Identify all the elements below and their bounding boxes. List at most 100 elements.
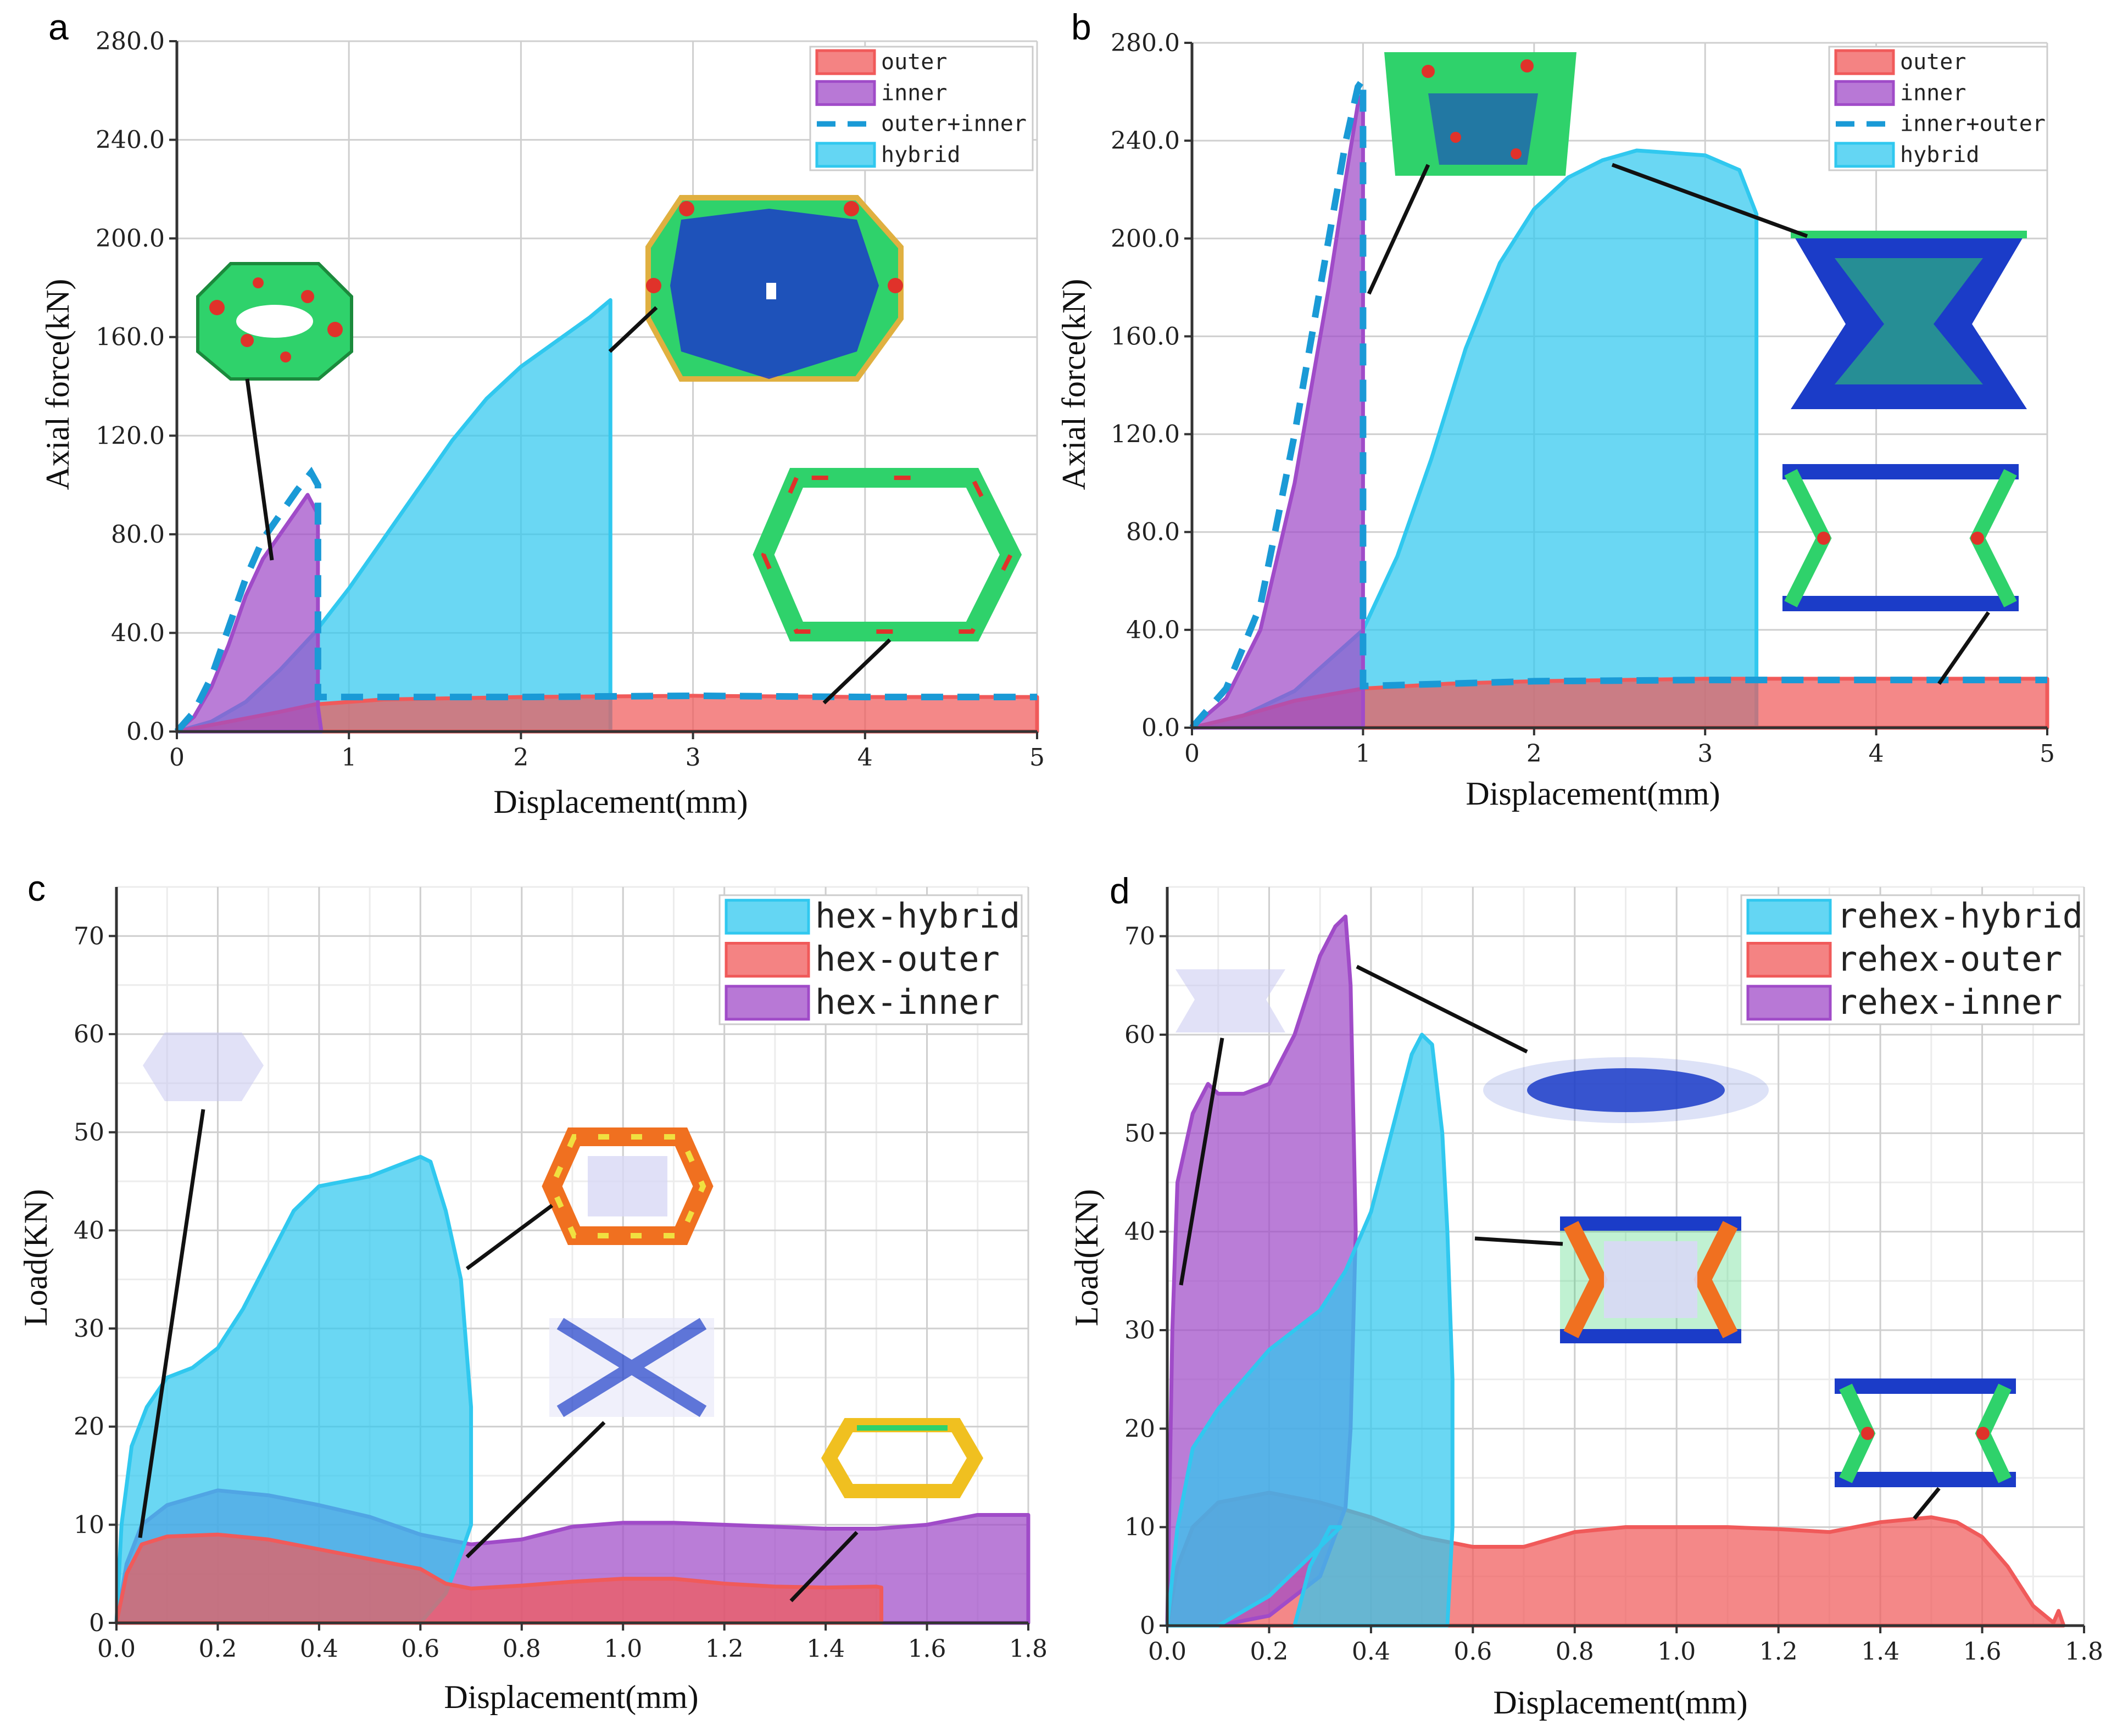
series-area-inner xyxy=(1190,90,1365,730)
y-tick-label: 60 xyxy=(1124,1021,1155,1049)
legend-label: inner xyxy=(1900,80,1966,105)
x-tick-label: 0.6 xyxy=(401,1635,439,1663)
legend-label: outer xyxy=(1900,49,1966,75)
y-tick-label: 120.0 xyxy=(1111,421,1180,449)
y-axis-label: Axial force(kN) xyxy=(1056,279,1092,490)
fem-inset-c-hybrid xyxy=(542,1127,714,1245)
panel-c-chart: 0.0 0.2 0.4 0.6 0.8 1.0 1.2 1.4 1.6 1.8 0 10 20 30 40 5… xyxy=(18,886,1048,1715)
x-tick-label: 1.4 xyxy=(1861,1638,1899,1666)
x-tick-label: 1.8 xyxy=(2065,1638,2103,1666)
callout-line xyxy=(1179,1037,1224,1286)
y-tick-label: 0.0 xyxy=(126,718,165,746)
x-tick-label: 0.2 xyxy=(198,1635,237,1663)
legend-label: hex-inner xyxy=(815,982,1000,1022)
legend-swatch xyxy=(815,49,876,75)
y-tick-label: 160.0 xyxy=(96,323,165,351)
x-tick-label: 0 xyxy=(169,744,185,772)
x-tick-label: 1.4 xyxy=(806,1635,845,1663)
y-tick-label: 50 xyxy=(74,1119,104,1147)
y-axis-label: Load(KN) xyxy=(18,1189,54,1326)
panel-d-chart: 0.0 0.2 0.4 0.6 0.8 1.0 1.2 1.4 1.6 1.8 0 10 20 30 40 5… xyxy=(1068,886,2103,1721)
x-axis-label: Displacement(mm) xyxy=(1493,1684,1747,1721)
y-tick-label: 20 xyxy=(1124,1415,1155,1443)
y-tick-label: 240.0 xyxy=(96,126,165,154)
x-tick-label: 0 xyxy=(1184,740,1200,768)
x-tick-label: 0.4 xyxy=(1352,1638,1390,1666)
fem-inset-c-inner-blue xyxy=(549,1318,714,1417)
callout-line xyxy=(789,1531,859,1603)
x-tick-label: 5 xyxy=(1029,744,1045,772)
x-tick-label: 1.0 xyxy=(604,1635,642,1663)
legend-swatch xyxy=(815,142,876,168)
y-tick-label: 60 xyxy=(74,1020,104,1048)
panel-letter-a: a xyxy=(48,7,69,47)
x-tick-label: 3 xyxy=(1697,740,1713,768)
callout-line xyxy=(822,638,892,705)
fem-inset-b-outer xyxy=(1782,464,2019,611)
legend-swatch xyxy=(1834,142,1895,168)
x-tick-label: 0.4 xyxy=(300,1635,338,1663)
x-tick-label: 0.2 xyxy=(1250,1638,1288,1666)
legend-label: hybrid xyxy=(1900,142,1980,168)
y-tick-label: 80.0 xyxy=(1126,518,1180,546)
y-tick-label: 10 xyxy=(74,1511,104,1539)
x-tick-label: 5 xyxy=(2040,740,2055,768)
legend-label: hex-outer xyxy=(815,939,1000,979)
fem-inset-a-hybrid xyxy=(645,195,904,382)
legend-label: rehex-inner xyxy=(1837,982,2063,1022)
y-tick-label: 240.0 xyxy=(1111,127,1180,155)
callout-line xyxy=(1356,964,1528,1054)
y-tick-label: 0 xyxy=(1140,1612,1155,1640)
legend-swatch xyxy=(1746,898,1832,935)
callout-line xyxy=(138,1109,205,1538)
fem-inset-c-inner xyxy=(143,1032,264,1101)
y-tick-label: 70 xyxy=(1124,923,1155,951)
series-area-rehex-hybrid xyxy=(1165,1032,1455,1628)
y-tick-label: 0 xyxy=(89,1609,104,1637)
y-tick-label: 10 xyxy=(1124,1514,1155,1542)
y-tick-label: 30 xyxy=(1124,1316,1155,1344)
x-tick-label: 1.0 xyxy=(1657,1638,1696,1666)
y-axis-label: Axial force(kN) xyxy=(40,279,76,490)
panel-letter-b: b xyxy=(1071,7,1091,47)
callout-line xyxy=(1937,611,1990,685)
fem-inset-b-inner xyxy=(1384,52,1576,176)
legend-label: rehex-hybrid xyxy=(1837,896,2083,936)
legend-label: hex-hybrid xyxy=(815,896,1020,936)
callout-line xyxy=(1474,1236,1563,1246)
series-area-inner xyxy=(175,493,324,734)
y-tick-label: 30 xyxy=(74,1315,104,1343)
callout-line xyxy=(465,1421,606,1559)
y-tick-label: 40 xyxy=(74,1216,104,1244)
callout-line xyxy=(245,378,274,561)
x-tick-label: 0.0 xyxy=(97,1635,136,1663)
callout-line xyxy=(608,306,658,353)
fem-inset-d-hybrid xyxy=(1560,1216,1741,1343)
y-tick-label: 200.0 xyxy=(1111,225,1180,253)
legend-swatch xyxy=(1834,80,1895,106)
fem-inset-d-scatter xyxy=(1483,1057,1769,1123)
x-tick-label: 3 xyxy=(686,744,701,772)
legend-swatch xyxy=(1746,985,1832,1021)
legend-swatch xyxy=(1746,942,1832,978)
legend-swatch xyxy=(1834,49,1895,75)
legend-swatch xyxy=(725,985,810,1021)
x-tick-label: 0.8 xyxy=(503,1635,541,1663)
x-tick-label: 1.6 xyxy=(908,1635,946,1663)
x-tick-label: 2 xyxy=(513,744,528,772)
callout-line xyxy=(465,1204,554,1270)
legend-label: outer xyxy=(881,49,947,75)
x-tick-label: 2 xyxy=(1527,740,1542,768)
x-tick-label: 1.2 xyxy=(1759,1638,1798,1666)
legend-label: outer+inner xyxy=(881,111,1027,137)
y-tick-label: 120.0 xyxy=(96,422,165,450)
legend: outer inner inner+outer hybrid xyxy=(1828,46,2048,171)
fem-inset-b-hybrid xyxy=(1791,231,2027,409)
legend-label: inner xyxy=(881,80,947,105)
y-tick-label: 40.0 xyxy=(1126,616,1180,644)
legend-swatch xyxy=(815,80,876,106)
fem-inset-d-outer xyxy=(1835,1378,2016,1487)
